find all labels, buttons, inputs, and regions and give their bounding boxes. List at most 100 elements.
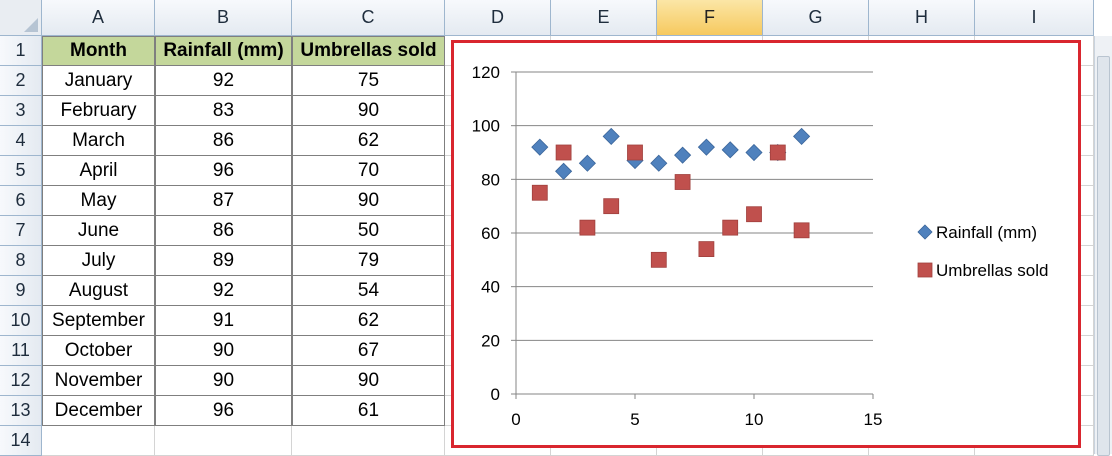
table-cell[interactable]: 89 bbox=[155, 246, 292, 276]
table-cell[interactable]: 92 bbox=[155, 276, 292, 306]
scatter-chart[interactable]: 0 20 40 60 80 100 120 0 5 10 15 Rainfall (mm) Umbrel… bbox=[451, 40, 1081, 448]
legend-label: Rainfall (mm) bbox=[936, 223, 1037, 242]
column-header-d[interactable]: D bbox=[445, 0, 551, 36]
column-header-b[interactable]: B bbox=[155, 0, 292, 36]
column-header-a[interactable]: A bbox=[42, 0, 155, 36]
row-header-2[interactable]: 2 bbox=[0, 66, 42, 96]
table-header-cell[interactable]: Rainfall (mm) bbox=[155, 36, 292, 66]
table-cell[interactable]: 86 bbox=[155, 126, 292, 156]
rainfall-point bbox=[531, 138, 549, 156]
row-header-6[interactable]: 6 bbox=[0, 186, 42, 216]
table-cell[interactable]: 91 bbox=[155, 306, 292, 336]
rainfall-point bbox=[555, 162, 573, 180]
table-header-cell[interactable]: Umbrellas sold bbox=[292, 36, 445, 66]
legend-label: Umbrellas sold bbox=[936, 261, 1048, 280]
row-header-7[interactable]: 7 bbox=[0, 216, 42, 246]
y-tick-label: 120 bbox=[472, 63, 500, 82]
table-cell[interactable]: May bbox=[42, 186, 155, 216]
umbrellas-point bbox=[793, 222, 810, 239]
y-tick-label: 60 bbox=[481, 224, 500, 243]
scrollbar-thumb[interactable] bbox=[1097, 56, 1110, 456]
vertical-scrollbar[interactable] bbox=[1094, 36, 1112, 456]
table-cell[interactable]: 92 bbox=[155, 66, 292, 96]
table-cell[interactable]: 90 bbox=[155, 366, 292, 396]
legend-rainfall-marker bbox=[917, 224, 933, 240]
table-cell[interactable]: 79 bbox=[292, 246, 445, 276]
x-tick-label: 10 bbox=[745, 410, 764, 429]
umbrellas-point bbox=[650, 251, 667, 268]
table-cell[interactable]: January bbox=[42, 66, 155, 96]
row-header-5[interactable]: 5 bbox=[0, 156, 42, 186]
column-header-h[interactable]: H bbox=[869, 0, 975, 36]
table-cell[interactable]: 86 bbox=[155, 216, 292, 246]
rainfall-point bbox=[650, 154, 668, 172]
x-tick-label: 15 bbox=[864, 410, 883, 429]
table-cell[interactable]: 62 bbox=[292, 126, 445, 156]
table-header-cell[interactable]: Month bbox=[42, 36, 155, 66]
table-cell[interactable]: March bbox=[42, 126, 155, 156]
table-cell[interactable]: August bbox=[42, 276, 155, 306]
table-cell[interactable]: April bbox=[42, 156, 155, 186]
y-tick-label: 20 bbox=[481, 331, 500, 350]
column-header-g[interactable]: G bbox=[763, 0, 869, 36]
row-header-13[interactable]: 13 bbox=[0, 396, 42, 426]
cell-b14[interactable] bbox=[155, 426, 292, 456]
table-cell[interactable]: February bbox=[42, 96, 155, 126]
column-header-e[interactable]: E bbox=[551, 0, 657, 36]
table-cell[interactable]: 70 bbox=[292, 156, 445, 186]
select-all-icon bbox=[24, 18, 38, 32]
column-header-f[interactable]: F bbox=[657, 0, 763, 36]
row-header-12[interactable]: 12 bbox=[0, 366, 42, 396]
legend-umbrellas-marker bbox=[917, 262, 933, 278]
table-cell[interactable]: 90 bbox=[155, 336, 292, 366]
row-header-14[interactable]: 14 bbox=[0, 426, 42, 456]
row-header-10[interactable]: 10 bbox=[0, 306, 42, 336]
table-cell[interactable]: 87 bbox=[155, 186, 292, 216]
row-header-3[interactable]: 3 bbox=[0, 96, 42, 126]
x-tick-label: 0 bbox=[511, 410, 520, 429]
rainfall-point bbox=[602, 127, 620, 145]
table-cell[interactable]: 90 bbox=[292, 366, 445, 396]
table-cell[interactable]: 75 bbox=[292, 66, 445, 96]
table-cell[interactable]: October bbox=[42, 336, 155, 366]
table-cell[interactable]: 90 bbox=[292, 186, 445, 216]
rainfall-point bbox=[745, 143, 763, 162]
rainfall-point bbox=[697, 138, 715, 156]
umbrellas-point bbox=[698, 241, 715, 258]
table-cell[interactable]: July bbox=[42, 246, 155, 276]
table-cell[interactable]: 96 bbox=[155, 156, 292, 186]
row-header-9[interactable]: 9 bbox=[0, 276, 42, 306]
table-cell[interactable]: November bbox=[42, 366, 155, 396]
table-cell[interactable]: 54 bbox=[292, 276, 445, 306]
y-tick-label: 40 bbox=[481, 278, 500, 297]
rainfall-point bbox=[793, 127, 811, 145]
cell-a14[interactable] bbox=[42, 426, 155, 456]
rainfall-point bbox=[674, 146, 692, 164]
table-cell[interactable]: 96 bbox=[155, 396, 292, 426]
row-header-8[interactable]: 8 bbox=[0, 246, 42, 276]
row-header-4[interactable]: 4 bbox=[0, 126, 42, 156]
cell-c14[interactable] bbox=[292, 426, 445, 456]
row-header-11[interactable]: 11 bbox=[0, 336, 42, 366]
table-cell[interactable]: 83 bbox=[155, 96, 292, 126]
table-cell[interactable]: December bbox=[42, 396, 155, 426]
umbrellas-point bbox=[674, 174, 691, 190]
table-cell[interactable]: 50 bbox=[292, 216, 445, 246]
table-cell[interactable]: 62 bbox=[292, 306, 445, 336]
umbrellas-point bbox=[722, 219, 739, 236]
table-cell[interactable]: 90 bbox=[292, 96, 445, 126]
table-cell[interactable]: 67 bbox=[292, 336, 445, 366]
column-header-i[interactable]: I bbox=[975, 0, 1094, 36]
select-all-button[interactable] bbox=[0, 0, 42, 36]
umbrellas-point bbox=[579, 219, 596, 236]
table-cell[interactable]: September bbox=[42, 306, 155, 336]
umbrellas-point bbox=[555, 144, 572, 161]
umbrellas-point bbox=[746, 206, 762, 223]
column-header-c[interactable]: C bbox=[292, 0, 445, 36]
x-tick-label: 5 bbox=[630, 410, 639, 429]
row-header-1[interactable]: 1 bbox=[0, 36, 42, 66]
umbrellas-point bbox=[769, 144, 786, 161]
table-cell[interactable]: 61 bbox=[292, 396, 445, 426]
table-cell[interactable]: June bbox=[42, 216, 155, 246]
